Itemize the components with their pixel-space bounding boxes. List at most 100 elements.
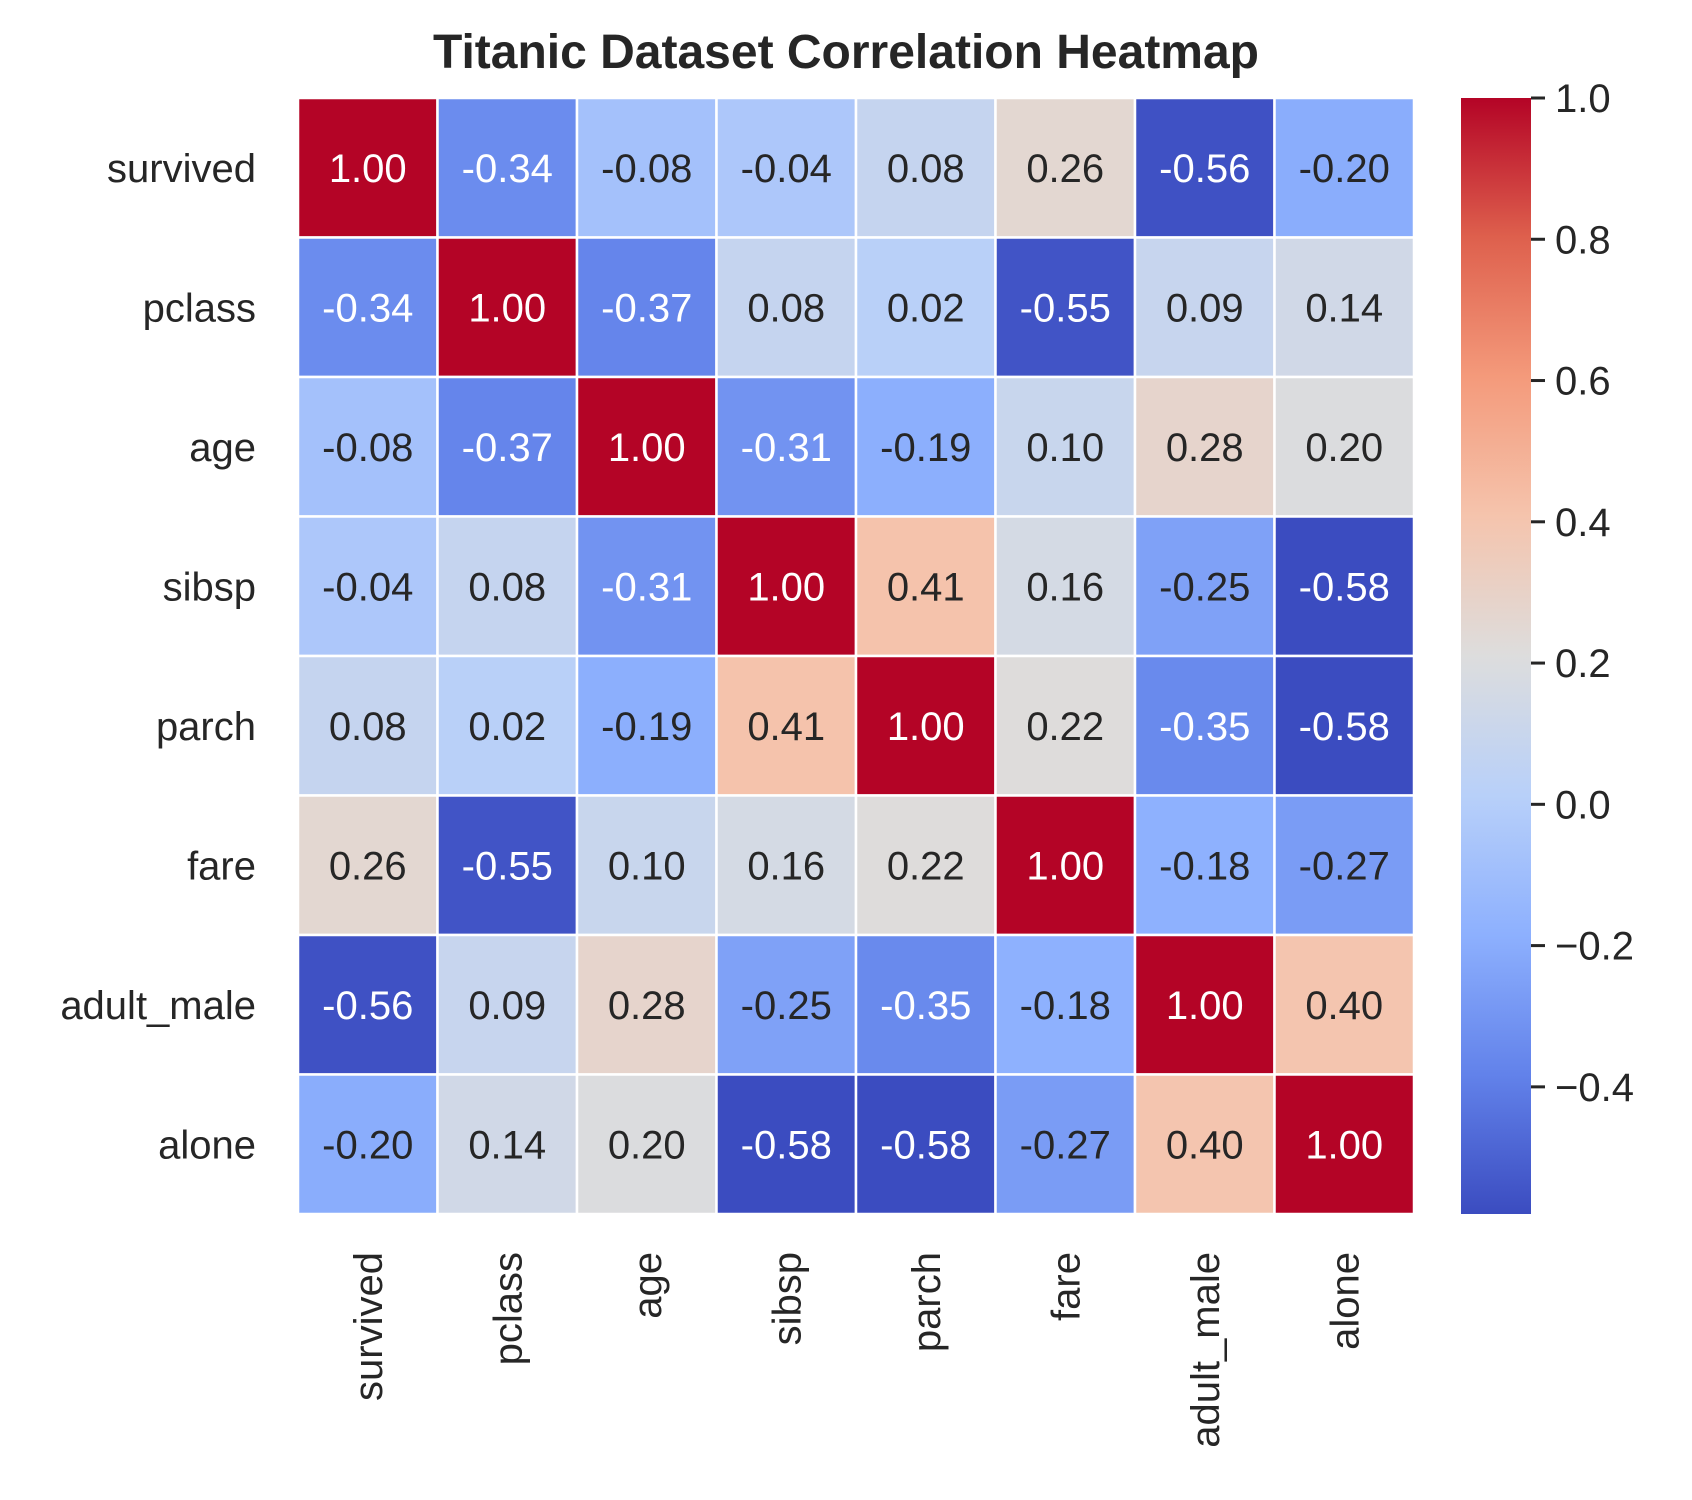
cell-value-label: -0.37: [601, 286, 692, 330]
heatmap-cell: [1273, 375, 1416, 518]
cell-value-label: 0.28: [608, 984, 686, 1028]
cell-value-label: 1.00: [1305, 1123, 1383, 1167]
heatmap-cell: [994, 375, 1137, 518]
heatmap-cell: [854, 515, 997, 658]
heatmap-cell: [436, 96, 579, 239]
cell-value-label: 0.08: [887, 147, 965, 191]
heatmap-cell: [715, 654, 858, 797]
cell-value-label: -0.27: [1299, 844, 1390, 888]
cell-value-label: -0.18: [1020, 984, 1111, 1028]
colorbar-tick-label: 0.8: [1555, 218, 1611, 262]
heatmap-cell: [1273, 654, 1416, 797]
cell-value-label: 0.22: [1026, 705, 1104, 749]
cell-value-label: -0.58: [880, 1123, 971, 1167]
cell-value-label: -0.25: [741, 984, 832, 1028]
heatmap-cell: [1133, 375, 1276, 518]
heatmap-cell: [575, 375, 718, 518]
heatmap-cell: [436, 794, 579, 937]
heatmap-cell: [1273, 933, 1416, 1076]
cell-value-label: 0.40: [1166, 1123, 1244, 1167]
heatmap-cell: [575, 1073, 718, 1216]
heatmap-cell: [575, 96, 718, 239]
heatmap-cell: [994, 1073, 1137, 1216]
cell-value-label: 0.41: [747, 705, 825, 749]
y-tick-label: adult_male: [60, 984, 256, 1028]
cell-value-label: -0.31: [741, 426, 832, 470]
cell-value-label: 0.08: [747, 286, 825, 330]
heatmap-cell: [1133, 654, 1276, 797]
cell-value-label: -0.27: [1020, 1123, 1111, 1167]
cell-value-label: 0.26: [1026, 147, 1104, 191]
heatmap-cell: [715, 1073, 858, 1216]
heatmap-cell: [854, 375, 997, 518]
cell-value-label: 0.40: [1305, 984, 1383, 1028]
cell-value-label: 1.00: [887, 705, 965, 749]
y-tick-label: pclass: [143, 286, 256, 330]
heatmap-cell: [296, 515, 439, 658]
cell-value-label: 1.00: [1026, 844, 1104, 888]
cell-value-label: 0.41: [887, 565, 965, 609]
cell-value-label: -0.31: [601, 565, 692, 609]
cell-value-label: -0.18: [1159, 844, 1250, 888]
colorbar-tick-label: 0.2: [1555, 642, 1611, 686]
x-tick-label: fare: [1044, 1252, 1088, 1321]
cell-value-label: -0.37: [462, 426, 553, 470]
heatmap-cells: 1.00 -0.34 -0.08 -0.04 0.08 0.26 -0.56 -0.20 -0.…: [296, 96, 1416, 1216]
heatmap-cell: [854, 654, 997, 797]
cell-value-label: 1.00: [747, 565, 825, 609]
x-tick-label: sibsp: [765, 1252, 809, 1345]
cell-value-label: 0.16: [747, 844, 825, 888]
cell-value-label: -0.58: [1299, 565, 1390, 609]
cell-value-label: 0.28: [1166, 426, 1244, 470]
cell-value-label: -0.56: [1159, 147, 1250, 191]
colorbar-tick-label: 0.4: [1555, 501, 1611, 545]
heatmap-cell: [296, 96, 439, 239]
cell-value-label: 1.00: [468, 286, 546, 330]
cell-value-label: 0.20: [1305, 426, 1383, 470]
colorbar-tick-label: 0.0: [1555, 783, 1611, 827]
cell-value-label: -0.08: [601, 147, 692, 191]
heatmap-cell: [1273, 96, 1416, 239]
cell-value-label: 1.00: [608, 426, 686, 470]
cell-value-label: 0.09: [468, 984, 546, 1028]
colorbar-tick-label: 1.0: [1555, 77, 1611, 121]
cell-value-label: -0.19: [880, 426, 971, 470]
y-tick-label: parch: [156, 705, 256, 749]
cell-value-label: 0.10: [1026, 426, 1104, 470]
colorbar: 1.0 0.8 0.6 0.4 0.2 0.0 −0.2 −0.4: [1461, 77, 1634, 1214]
heatmap-cell: [1133, 515, 1276, 658]
x-tick-label: survived: [347, 1252, 391, 1401]
heatmap-cell: [1273, 794, 1416, 937]
heatmap-cell: [715, 375, 858, 518]
heatmap-cell: [715, 515, 858, 658]
y-tick-label: sibsp: [163, 565, 256, 609]
colorbar-tick-label: −0.4: [1555, 1066, 1634, 1110]
cell-value-label: 0.14: [468, 1123, 546, 1167]
x-tick-label: alone: [1323, 1252, 1367, 1350]
chart-title: Titanic Dataset Correlation Heatmap: [433, 26, 1259, 79]
x-tick-label: adult_male: [1184, 1252, 1228, 1448]
heatmap-cell: [715, 236, 858, 379]
colorbar-tick-label: 0.6: [1555, 360, 1611, 404]
heatmap-cell: [296, 375, 439, 518]
cell-value-label: -0.08: [322, 426, 413, 470]
cell-value-label: 0.08: [468, 565, 546, 609]
heatmap-cell: [994, 933, 1137, 1076]
heatmap-cell: [575, 515, 718, 658]
heatmap-cell: [436, 375, 579, 518]
cell-value-label: -0.04: [741, 147, 832, 191]
heatmap-cell: [296, 1073, 439, 1216]
cell-value-label: -0.19: [601, 705, 692, 749]
cell-value-label: -0.25: [1159, 565, 1250, 609]
cell-value-label: 1.00: [1166, 984, 1244, 1028]
y-tick-label: alone: [158, 1123, 256, 1167]
heatmap-cell: [1273, 236, 1416, 379]
cell-value-label: -0.34: [322, 286, 413, 330]
heatmap-cell: [994, 236, 1137, 379]
cell-value-label: -0.58: [1299, 705, 1390, 749]
cell-value-label: 0.09: [1166, 286, 1244, 330]
cell-value-label: -0.34: [462, 147, 553, 191]
cell-value-label: -0.58: [741, 1123, 832, 1167]
x-tick-label: pclass: [486, 1252, 530, 1365]
